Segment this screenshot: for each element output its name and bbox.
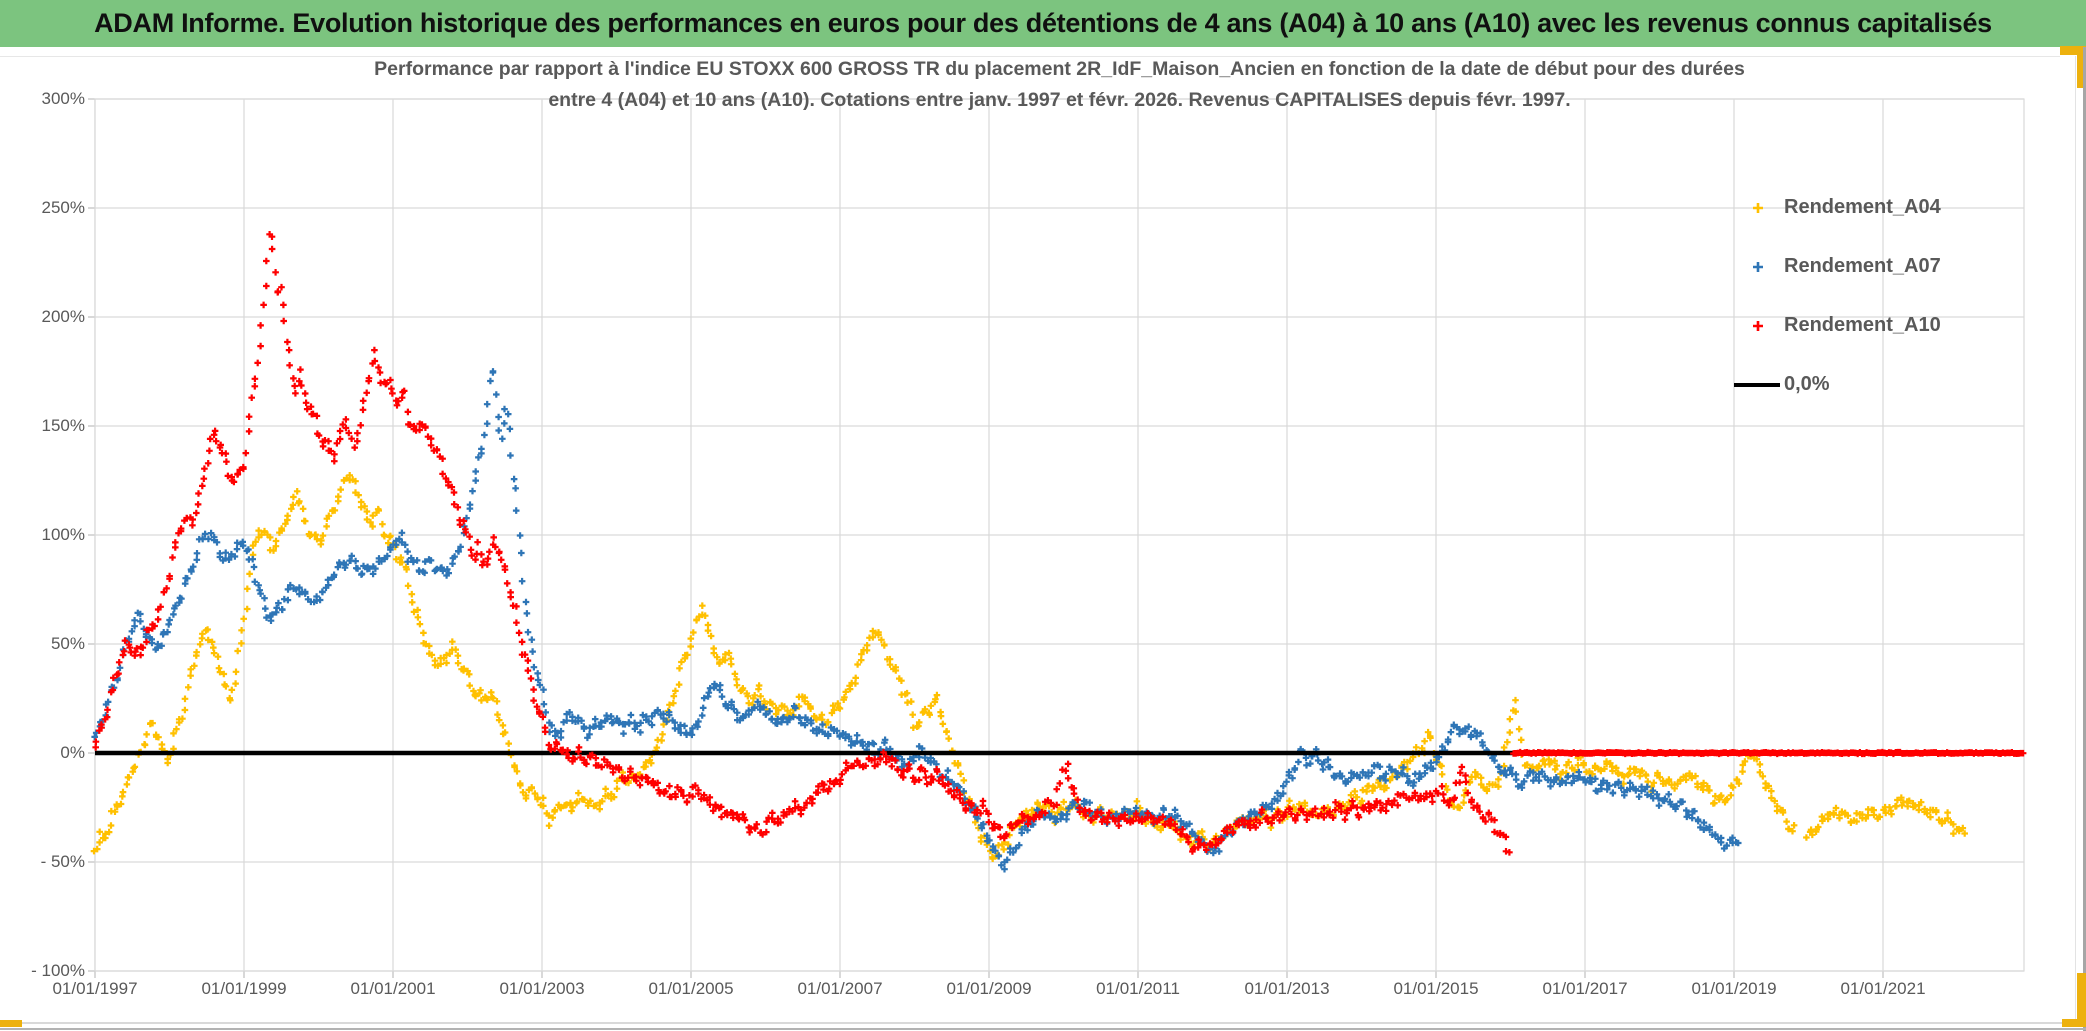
bottom-outer-border bbox=[0, 1028, 2086, 1030]
chart-title-line2: entre 4 (A04) et 10 ans (A10). Cotations… bbox=[548, 89, 1571, 111]
gold-accent-top-right-v bbox=[2077, 46, 2086, 88]
gold-accent-top-right-h bbox=[2060, 46, 2086, 55]
sheet-title: ADAM Informe. Evolution historique des p… bbox=[94, 8, 1992, 38]
x-axis-label: 01/01/2021 bbox=[1840, 979, 1926, 998]
series-rendement-a10-markers[interactable] bbox=[92, 231, 1513, 856]
y-axis-label: 250% bbox=[41, 198, 85, 217]
sheet-title-bar: ADAM Informe. Evolution historique des p… bbox=[0, 0, 2086, 47]
series-rendement-a10-flat-markers[interactable] bbox=[1510, 748, 2027, 758]
gold-accent-bottom-right-v bbox=[2077, 973, 2086, 1025]
legend-item-rendement-a07[interactable]: Rendement_A07 bbox=[1732, 237, 1941, 296]
x-axis-label: 01/01/2013 bbox=[1244, 979, 1330, 998]
x-axis-label: 01/01/2015 bbox=[1393, 979, 1479, 998]
legend-plus-marker-icon bbox=[1732, 260, 1784, 274]
x-axis-label: 01/01/1999 bbox=[201, 979, 287, 998]
y-axis-label: 100% bbox=[41, 525, 85, 544]
legend-line-swatch bbox=[1732, 382, 1784, 387]
gold-accent-bottom-right-h bbox=[2062, 1019, 2086, 1027]
series-rendement-a07-markers[interactable] bbox=[91, 368, 1742, 873]
y-axis-label: - 50% bbox=[40, 852, 85, 871]
chart-legend[interactable]: Rendement_A04 Rendement_A07 Rendement_A10 0… bbox=[1732, 178, 1941, 414]
legend-plus-marker-icon bbox=[1732, 319, 1784, 333]
legend-item-label: Rendement_A07 bbox=[1784, 255, 1941, 277]
legend-item-label: Rendement_A04 bbox=[1784, 196, 1941, 218]
y-axis-label: 50% bbox=[50, 634, 85, 653]
gold-accent-bottom-left bbox=[0, 1020, 22, 1027]
legend-item-0-0-[interactable]: 0,0% bbox=[1732, 355, 1941, 414]
x-axis-label: 01/01/2011 bbox=[1096, 979, 1180, 998]
x-axis-label: 01/01/1997 bbox=[52, 979, 138, 998]
chart-title-line1: Performance par rapport à l'indice EU ST… bbox=[374, 58, 1745, 80]
header-divider bbox=[0, 56, 2060, 57]
x-axis-label: 01/01/2003 bbox=[499, 979, 585, 998]
legend-item-label: 0,0% bbox=[1784, 373, 1830, 395]
y-axis-label: 150% bbox=[41, 416, 85, 435]
y-axis-label: 200% bbox=[41, 307, 85, 326]
y-axis-label: 0% bbox=[60, 743, 85, 762]
x-axis-label: 01/01/2017 bbox=[1542, 979, 1628, 998]
y-axis-label: 300% bbox=[41, 89, 85, 108]
plot-border bbox=[94, 98, 2025, 972]
legend-item-label: Rendement_A10 bbox=[1784, 314, 1941, 336]
legend-plus-marker-icon bbox=[1732, 201, 1784, 215]
legend-item-rendement-a04[interactable]: Rendement_A04 bbox=[1732, 178, 1941, 237]
x-axis-label: 01/01/2001 bbox=[350, 979, 436, 998]
x-axis-label: 01/01/2005 bbox=[648, 979, 734, 998]
x-axis-label: 01/01/2009 bbox=[946, 979, 1032, 998]
right-outer-border bbox=[2083, 47, 2086, 1031]
x-axis-label: 01/01/2019 bbox=[1691, 979, 1777, 998]
right-inner-border bbox=[2075, 56, 2076, 1020]
y-axis-label: - 100% bbox=[31, 961, 85, 980]
x-axis-label: 01/01/2007 bbox=[797, 979, 883, 998]
legend-item-rendement-a10[interactable]: Rendement_A10 bbox=[1732, 296, 1941, 355]
series-rendement-a04-markers[interactable] bbox=[90, 472, 1968, 862]
bottom-inner-border bbox=[22, 1022, 2062, 1024]
